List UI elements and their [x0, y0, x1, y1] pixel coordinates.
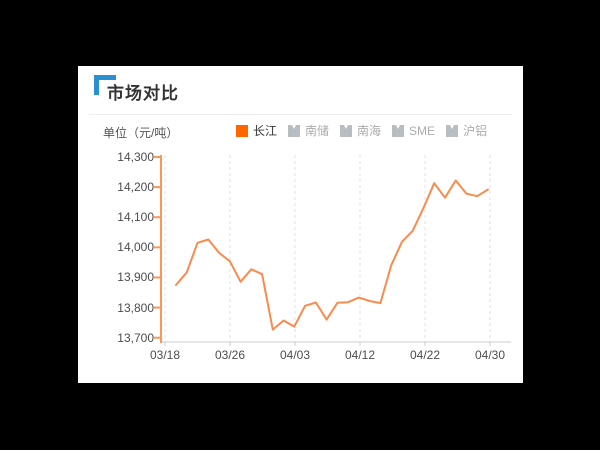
- legend-item[interactable]: 沪铝: [446, 122, 487, 139]
- unit-label: 单位（元/吨）: [103, 126, 179, 140]
- legend-item-label: 南海: [357, 124, 382, 138]
- y-axis-tick-label: 14,200: [117, 180, 154, 195]
- legend-item[interactable]: 南储: [288, 122, 329, 139]
- legend: 长江 南储 南海 SME 沪铝: [236, 122, 487, 139]
- y-axis-tick-label: 13,900: [117, 270, 154, 285]
- x-axis-tick-label: 04/12: [344, 348, 376, 362]
- title-corner-icon: [94, 75, 116, 95]
- line-chart-plot-area[interactable]: 14,300 14,200 14,100 14,000 13,900 13,800 13,7…: [78, 148, 523, 383]
- legend-item[interactable]: 南海: [340, 122, 381, 139]
- legend-inactive-flag-icon: [340, 124, 353, 137]
- x-axis-tick-label: 04/30: [474, 348, 506, 362]
- x-axis-tick-label: 04/22: [409, 348, 441, 362]
- y-axis-tick-label: 13,800: [117, 300, 154, 315]
- legend-item-label: 长江: [253, 124, 278, 138]
- legend-item[interactable]: 长江: [236, 122, 277, 139]
- line-series-changjiang: [175, 179, 489, 331]
- legend-active-swatch-icon: [236, 124, 248, 137]
- chart-svg: [154, 155, 511, 346]
- page-title: 市场对比: [107, 84, 179, 103]
- y-axis-tick-label: 14,000: [117, 240, 154, 255]
- y-axis-tick-label: 13,700: [117, 330, 154, 345]
- legend-inactive-flag-icon: [392, 124, 405, 137]
- x-axis-tick-label: 03/26: [214, 348, 246, 362]
- legend-item-label: 沪铝: [463, 124, 488, 138]
- legend-item-label: 南储: [305, 124, 330, 138]
- y-axis-tick-label: 14,100: [117, 210, 154, 225]
- card-header: 市场对比: [78, 66, 523, 114]
- legend-item-label: SME: [409, 123, 436, 138]
- legend-inactive-flag-icon: [446, 124, 459, 137]
- x-axis-tick-label: 04/03: [279, 348, 311, 362]
- header-divider: [89, 114, 512, 115]
- y-axis-tick-label: 14,300: [117, 150, 154, 164]
- legend-item[interactable]: SME: [392, 124, 435, 138]
- x-axis-tick-label: 03/18: [149, 348, 181, 362]
- legend-inactive-flag-icon: [288, 124, 301, 137]
- market-comparison-card: 市场对比 单位（元/吨） 长江 南储 南海 SME 沪铝 14,300 14,200 14,…: [78, 66, 523, 383]
